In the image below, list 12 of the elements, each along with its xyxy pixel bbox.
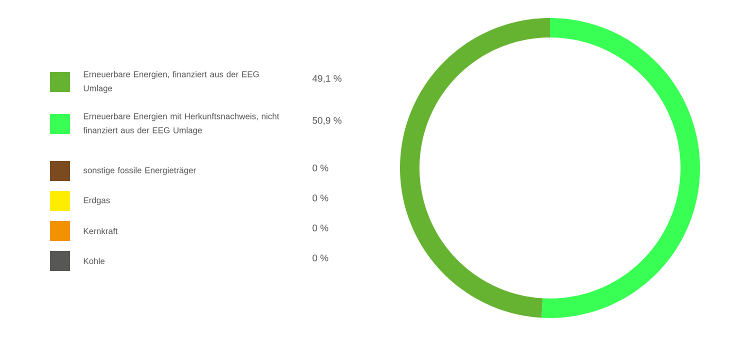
legend-label: Kohle <box>84 258 105 264</box>
text: 0 % <box>312 194 328 202</box>
legend-label: Erdgas <box>84 197 110 205</box>
text: 0 % <box>312 164 328 172</box>
data-label: 49,1 % <box>312 75 342 83</box>
data-label: 50,9 % <box>312 117 342 125</box>
text: 0 % <box>312 254 328 262</box>
text: 0 % <box>312 224 328 232</box>
legend-label: Erneuerbare Energien, finanziert aus der EEG Umlage <box>84 71 259 93</box>
legend-label: sonstige fossile Energieträger <box>83 167 196 175</box>
legend-label: Kernkraft <box>84 228 118 234</box>
legend-label: Erneuerbare Energien mit Herkunftsnachweis, nicht finanziert aus der EEG Umlage <box>83 113 280 135</box>
